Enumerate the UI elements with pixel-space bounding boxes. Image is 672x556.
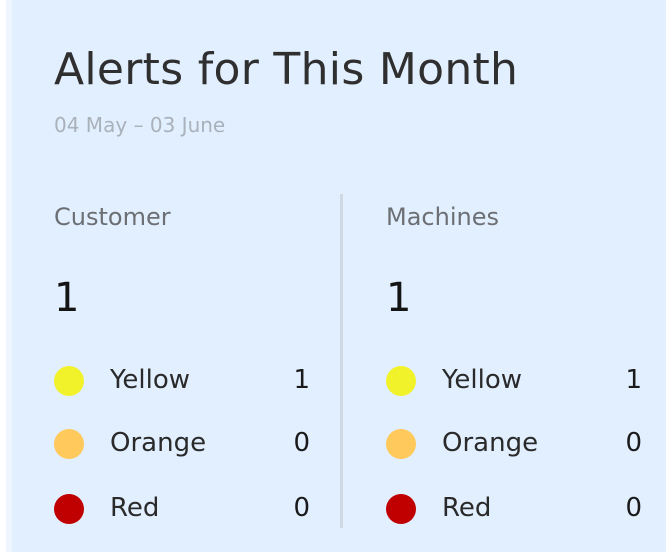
card-title: Alerts for This Month <box>54 44 519 95</box>
alert-row-red: Red 0 <box>54 488 310 528</box>
section-divider <box>340 194 343 528</box>
orange-dot-icon <box>54 429 84 459</box>
yellow-dot-icon <box>386 366 416 396</box>
alert-level-count: 1 <box>293 365 310 395</box>
alerts-card: Alerts for This Month 04 May – 03 June C… <box>6 0 666 552</box>
alert-row-red: Red 0 <box>386 488 642 528</box>
red-dot-icon <box>386 494 416 524</box>
alert-level-count: 0 <box>625 493 642 523</box>
red-dot-icon <box>54 494 84 524</box>
alert-level-label: Yellow <box>442 365 523 395</box>
alert-level-count: 1 <box>625 365 642 395</box>
alert-level-label: Orange <box>442 428 539 458</box>
alert-row-yellow: Yellow 1 <box>54 360 310 400</box>
yellow-dot-icon <box>54 366 84 396</box>
alert-level-label: Yellow <box>110 365 191 395</box>
alert-level-label: Orange <box>110 428 207 458</box>
alert-row-orange: Orange 0 <box>386 423 642 463</box>
date-range: 04 May – 03 June <box>54 113 226 137</box>
alert-row-orange: Orange 0 <box>54 423 310 463</box>
section-title: Customer <box>54 203 171 231</box>
alert-level-count: 0 <box>625 428 642 458</box>
section-total: 1 <box>386 275 412 321</box>
alert-level-label: Red <box>442 493 492 523</box>
alert-row-yellow: Yellow 1 <box>386 360 642 400</box>
orange-dot-icon <box>386 429 416 459</box>
alert-level-count: 0 <box>293 493 310 523</box>
alert-level-count: 0 <box>293 428 310 458</box>
section-title: Machines <box>386 203 499 231</box>
alert-level-label: Red <box>110 493 160 523</box>
section-total: 1 <box>54 275 80 321</box>
